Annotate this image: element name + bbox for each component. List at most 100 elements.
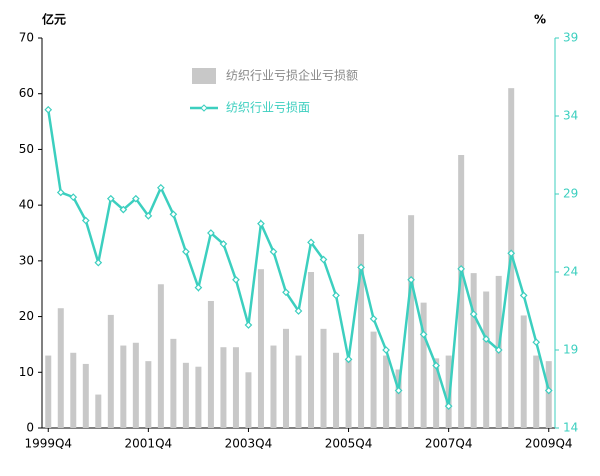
y2-tick-label: 39 [563,31,578,45]
y2-tick-label: 29 [563,187,578,201]
legend-marker [200,104,208,112]
y-tick-label: 30 [19,253,34,267]
bar [533,355,540,428]
line-marker [494,346,503,354]
line-marker [344,355,353,364]
legend-label: 纺织行业亏损企业亏损额 [226,68,358,83]
x-tick-label: 1999Q4 [24,437,72,451]
bar [470,273,477,428]
line-marker [319,255,328,264]
line-marker [44,105,53,114]
line-marker [219,240,228,248]
legend-label: 纺织行业亏损面 [226,101,310,115]
bar [170,338,177,428]
bar [245,372,252,428]
x-tick-label: 2009Q4 [525,437,573,451]
bar [295,355,302,428]
line-marker [194,283,203,292]
legend-swatch [192,68,216,84]
y2-tick-label: 34 [563,109,578,123]
line-marker [307,238,315,247]
y-tick-label: 20 [19,309,34,323]
bar [70,352,77,428]
bar [358,234,365,428]
line-marker [382,346,390,354]
line-marker [532,338,541,347]
line-marker [244,321,253,329]
y-tick-label: 10 [19,365,34,379]
bar [395,369,402,428]
line-marker [157,183,165,192]
line-marker [257,219,265,228]
bar [458,155,465,428]
bar [320,328,327,428]
y2-tick-label: 19 [563,343,578,357]
line-marker [106,194,115,203]
y-tick-label: 60 [19,86,34,100]
y-tick-label: 70 [19,31,34,45]
x-tick-label: 2003Q4 [225,437,273,451]
x-tick-label: 2007Q4 [425,437,473,451]
y-tick-label: 0 [26,421,34,435]
line-marker [69,193,78,201]
line-marker [457,265,466,273]
bar [157,284,164,428]
line-marker [169,210,178,219]
line-marker [119,205,128,214]
bar [232,347,239,428]
line-marker [544,386,553,395]
line-marker [232,275,240,284]
bar [220,347,227,428]
bar [545,361,552,428]
bar [408,215,415,428]
line-marker [507,249,516,258]
bar [383,355,390,428]
line-marker [207,229,215,237]
bar [370,331,377,428]
bar [483,291,490,428]
line-marker [269,247,278,256]
line-marker [519,291,528,300]
line-marker [81,216,90,225]
line-marker [419,330,428,339]
line-marker [182,247,190,256]
bar [445,355,452,428]
line-marker [444,402,453,411]
line-marker [294,307,303,315]
bar [195,366,202,428]
bar [282,328,289,428]
x-tick-label: 2001Q4 [125,437,173,451]
bar [520,315,527,428]
line-marker [94,258,103,267]
bar [120,345,127,428]
bar [257,269,264,428]
y-unit-label: 亿元 [42,12,66,27]
y2-unit-label: % [534,13,546,27]
line-marker [56,188,65,197]
line-marker [369,314,378,323]
line-marker [144,211,153,220]
bar [45,355,52,428]
line-marker [432,361,440,370]
bar [345,358,352,428]
x-tick-label: 2005Q4 [325,437,373,451]
line-marker [394,386,403,395]
line-marker [407,275,415,284]
line-marker [357,263,365,272]
bar [82,363,89,428]
bar [420,302,427,428]
bar [132,342,139,428]
bar [57,308,64,428]
bar [270,345,277,428]
line-marker [282,288,290,297]
bar [107,314,114,428]
bar [308,272,315,428]
bar [95,394,102,428]
bar [433,358,440,428]
y-tick-label: 40 [19,198,34,212]
line-marker [469,310,478,318]
bar [333,352,340,428]
line-marker [131,194,140,203]
bar [182,362,189,428]
